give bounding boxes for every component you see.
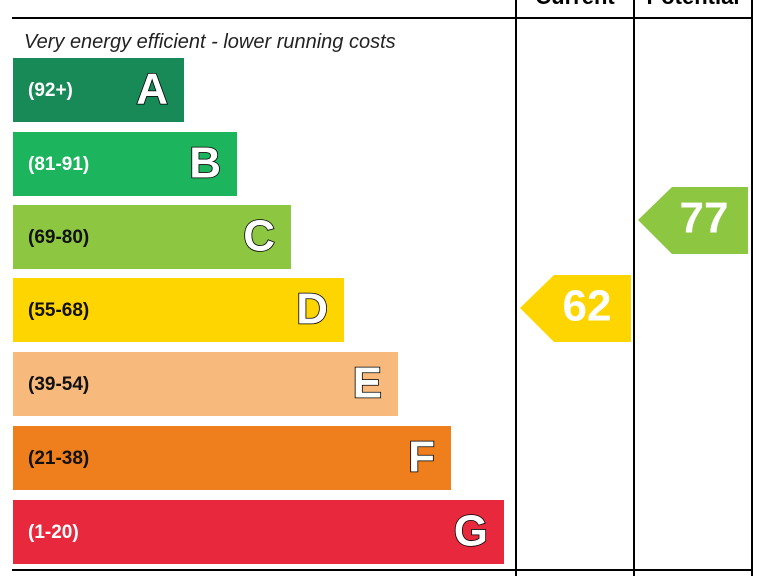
band-letter: E: [353, 359, 382, 408]
band-letter: C: [243, 212, 275, 261]
current-header: Current: [535, 0, 615, 9]
band-bar: [13, 352, 398, 416]
band-range: (39-54): [28, 374, 89, 395]
bands: (92+) A (81-91) B (69-80) C (55-68) D (39-54) E (2…: [13, 58, 504, 564]
potential-header: Potential: [647, 0, 740, 9]
potential-rating: 77: [680, 194, 729, 243]
band-letter: D: [296, 285, 328, 334]
band-range: (92+): [28, 80, 73, 101]
band-bar: [13, 278, 344, 342]
current-rating: 62: [563, 282, 612, 331]
band-letter: A: [136, 65, 168, 114]
band-bar: [13, 132, 237, 196]
band-range: (81-91): [28, 154, 89, 175]
band-bar: [13, 426, 451, 490]
band-range: (69-80): [28, 227, 89, 248]
frame: [12, 0, 753, 576]
potential-arrow: [638, 187, 748, 254]
band-letter: B: [189, 139, 221, 188]
current-arrow: [520, 275, 631, 342]
band-bar: [13, 58, 184, 122]
band-range: (21-38): [28, 448, 89, 469]
band-bar: [13, 205, 291, 269]
band-bar: [13, 500, 504, 564]
band-range: (1-20): [28, 522, 79, 543]
subtitle: Very energy efficient - lower running co…: [24, 31, 396, 53]
band-range: (55-68): [28, 300, 89, 321]
band-letter: F: [408, 433, 435, 482]
band-letter: G: [454, 507, 488, 556]
